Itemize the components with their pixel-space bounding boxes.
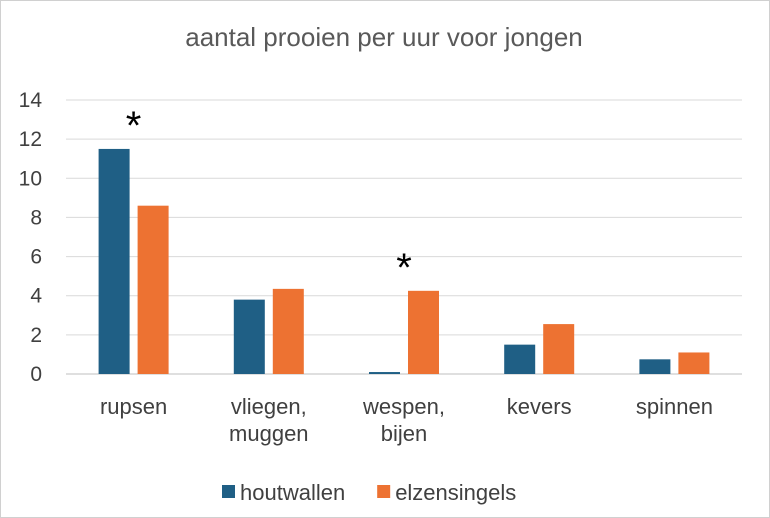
x-category-label: kevers xyxy=(507,394,572,419)
bar-elzensingels xyxy=(678,352,710,374)
bar-houtwallen xyxy=(233,299,265,374)
x-category-label: vliegen, xyxy=(231,394,307,419)
bar-houtwallen xyxy=(369,372,400,374)
bar-elzensingels xyxy=(408,290,439,374)
y-tick-label: 2 xyxy=(30,324,42,347)
x-category-label: wespen, xyxy=(362,394,445,419)
bar-houtwallen xyxy=(98,148,130,374)
bar-houtwallen xyxy=(639,359,671,374)
y-tick-label: 6 xyxy=(30,246,42,269)
y-tick-label: 4 xyxy=(30,285,42,308)
y-tick-label: 10 xyxy=(19,167,42,190)
x-category-label: rupsen xyxy=(100,394,167,419)
y-tick-label: 8 xyxy=(30,206,42,229)
chart-title: aantal prooien per uur voor jongen xyxy=(185,22,583,52)
legend-swatch xyxy=(377,485,391,498)
x-category-label: bijen xyxy=(381,421,427,446)
significance-marker: * xyxy=(396,246,412,290)
bar-elzensingels xyxy=(272,288,304,374)
bar-elzensingels xyxy=(543,324,575,374)
y-tick-label: 0 xyxy=(30,363,42,386)
x-category-label: muggen xyxy=(229,421,309,446)
legend-label: elzensingels xyxy=(395,480,516,505)
significance-marker: * xyxy=(126,104,142,148)
y-tick-label: 12 xyxy=(19,128,42,151)
bar-elzensingels xyxy=(137,205,169,374)
x-category-label: spinnen xyxy=(636,394,713,419)
bar-houtwallen xyxy=(504,344,536,374)
legend-swatch xyxy=(222,485,235,498)
legend-label: houtwallen xyxy=(240,480,345,505)
y-tick-label: 14 xyxy=(19,89,43,112)
